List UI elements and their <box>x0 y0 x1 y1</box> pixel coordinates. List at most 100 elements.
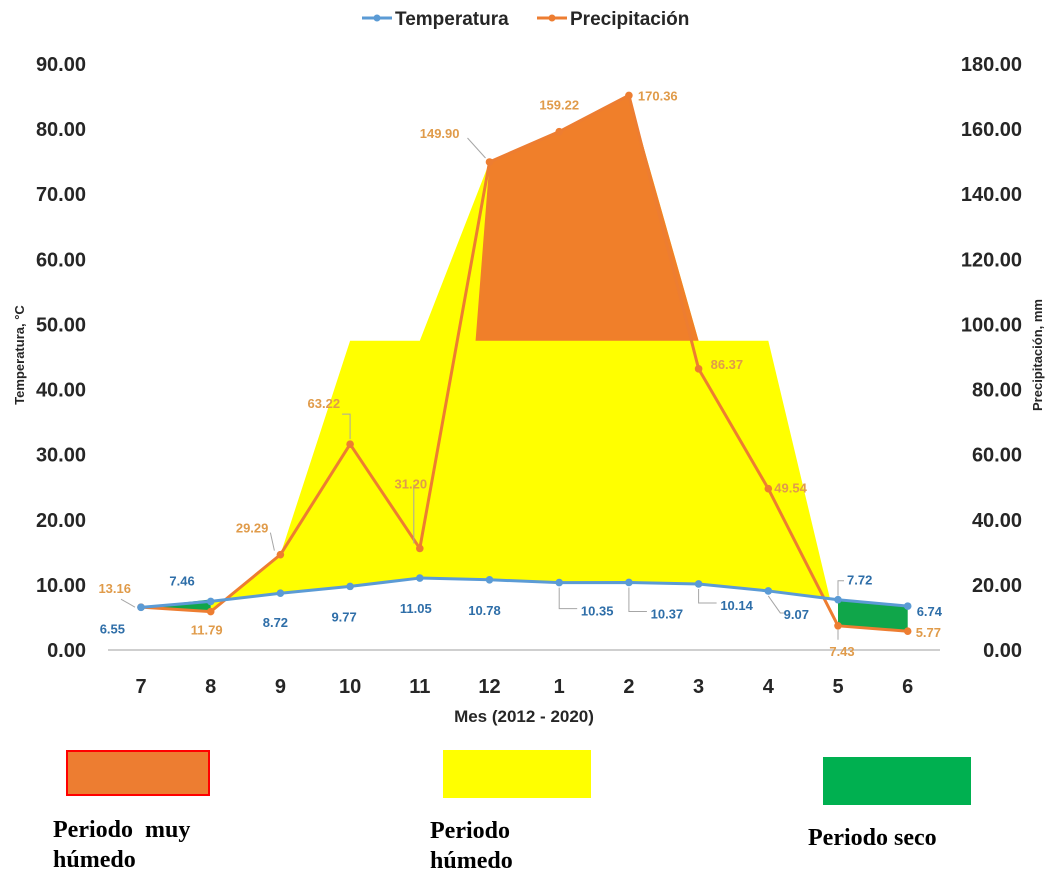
left-tick-label: 40.00 <box>36 380 86 402</box>
temperatura-point <box>694 580 703 588</box>
temperatura-data-label: 7.46 <box>169 573 194 588</box>
temperatura-point <box>764 587 773 595</box>
key-seco-line1: Periodo seco <box>808 825 937 851</box>
temperatura-data-label: 9.07 <box>784 607 809 622</box>
x-tick-label: 4 <box>763 676 775 698</box>
precipitacion-data-label: 31.20 <box>395 476 428 491</box>
precipitacion-point <box>764 484 773 493</box>
x-tick-label: 6 <box>902 676 913 698</box>
key-muy-humedo-label: Periodo muy húmedo <box>53 815 190 875</box>
right-tick-label: 80.00 <box>972 380 1022 402</box>
key-seco-label: Periodo seco <box>808 823 937 853</box>
left-tick-label: 10.00 <box>36 575 86 597</box>
x-tick-label: 2 <box>623 676 634 698</box>
legend: Temperatura Precipitación <box>362 9 689 30</box>
key-seco-swatch <box>823 757 971 805</box>
precipitacion-point <box>346 440 354 448</box>
left-tick-label: 90.00 <box>36 54 86 76</box>
right-axis-ticks: 0.00 20.00 40.00 60.00 80.00 100.00 120.00 140.… <box>961 54 1022 662</box>
precipitacion-point <box>903 627 912 636</box>
x-tick-label: 1 <box>554 676 565 698</box>
precipitacion-point <box>206 607 215 616</box>
legend-precipitacion-label: Precipitación <box>570 9 689 30</box>
period-areas <box>141 95 908 632</box>
precipitacion-point <box>416 544 424 553</box>
area-humedo <box>210 95 830 612</box>
temperatura-data-label: 10.37 <box>651 606 684 621</box>
x-tick-label: 7 <box>135 676 146 698</box>
temperatura-data-label: 7.72 <box>847 573 872 588</box>
precipitacion-data-label: 159.22 <box>539 98 579 113</box>
precipitacion-point <box>485 158 494 166</box>
right-axis-title: Precipitación, mm <box>1030 299 1045 411</box>
left-tick-label: 70.00 <box>36 184 86 206</box>
left-axis-ticks: 0.00 10.00 20.00 30.00 40.00 50.00 60.00 70.00 8… <box>36 54 86 662</box>
precipitacion-leader-line <box>342 413 351 440</box>
x-axis-ticks: 7 8 9 10 11 12 1 2 3 4 5 6 <box>135 676 913 698</box>
right-tick-label: 0.00 <box>983 640 1022 662</box>
precipitacion-data-label: 5.77 <box>916 625 941 640</box>
temperatura-leader-line <box>837 580 844 596</box>
right-tick-label: 160.00 <box>961 119 1022 141</box>
key-humedo-line2: húmedo <box>430 848 513 874</box>
right-tick-label: 40.00 <box>972 510 1022 532</box>
precipitacion-leader-line <box>467 137 486 159</box>
precipitacion-line <box>140 93 908 633</box>
right-tick-label: 120.00 <box>961 249 1022 271</box>
precipitacion-data-label: 86.37 <box>711 357 744 372</box>
precipitacion-data-label: 13.16 <box>98 581 131 596</box>
key-humedo-label: Periodo húmedo <box>430 816 513 876</box>
x-tick-label: 3 <box>693 676 704 698</box>
x-axis-title: Mes (2012 - 2020) <box>454 707 594 726</box>
left-tick-label: 80.00 <box>36 119 86 141</box>
temperatura-point <box>416 574 424 582</box>
left-tick-label: 30.00 <box>36 445 86 467</box>
key-humedo-line1: Periodo <box>430 818 510 844</box>
temperatura-data-label: 10.14 <box>720 598 753 613</box>
key-muy-humedo-swatch <box>66 750 210 796</box>
precipitacion-data-label: 7.43 <box>829 644 854 659</box>
right-tick-label: 60.00 <box>972 445 1022 467</box>
temperatura-point <box>206 597 215 606</box>
precipitacion-leader-line <box>269 532 275 551</box>
precipitacion-data-label: 149.90 <box>420 126 460 141</box>
precipitacion-data-label: 29.29 <box>236 521 269 536</box>
precipitacion-point <box>694 365 703 373</box>
key-humedo-swatch <box>443 750 591 798</box>
temperatura-point <box>625 578 633 587</box>
left-axis-title: Temperatura, °C <box>12 305 27 405</box>
temperatura-data-label: 9.77 <box>331 609 356 624</box>
series-lines <box>137 91 912 636</box>
temperatura-point <box>137 603 145 612</box>
legend-precipitacion-marker <box>548 14 556 22</box>
temperatura-leader-line <box>628 587 647 612</box>
left-tick-label: 20.00 <box>36 510 86 532</box>
x-tick-label: 8 <box>205 676 216 698</box>
temperatura-data-label: 6.74 <box>917 604 943 619</box>
precipitacion-data-label: 170.36 <box>638 88 678 103</box>
left-tick-label: 60.00 <box>36 249 86 271</box>
temperatura-point <box>555 578 563 587</box>
right-tick-label: 180.00 <box>961 54 1022 76</box>
left-tick-label: 50.00 <box>36 314 86 336</box>
temperatura-data-label: 11.05 <box>400 601 432 616</box>
precipitacion-point <box>555 127 563 136</box>
right-tick-label: 20.00 <box>972 575 1022 597</box>
temperatura-point <box>276 589 285 598</box>
temperatura-data-label: 10.35 <box>581 604 614 619</box>
x-tick-label: 11 <box>409 676 430 698</box>
precipitacion-point <box>625 91 633 100</box>
precipitacion-leader-line <box>120 598 136 608</box>
area-muy-humedo <box>475 95 699 341</box>
key-muy-humedo-line1: Periodo muy <box>53 817 191 843</box>
temperatura-data-label: 8.72 <box>263 615 288 630</box>
temperatura-point <box>346 582 354 591</box>
right-tick-label: 140.00 <box>961 184 1022 206</box>
left-tick-label: 0.00 <box>47 640 86 662</box>
temperatura-data-label: 10.78 <box>468 603 501 618</box>
legend-temperatura-label: Temperatura <box>395 9 509 30</box>
precipitacion-data-label: 11.79 <box>191 623 223 638</box>
precipitacion-point <box>276 550 285 559</box>
x-tick-label: 12 <box>478 676 500 698</box>
